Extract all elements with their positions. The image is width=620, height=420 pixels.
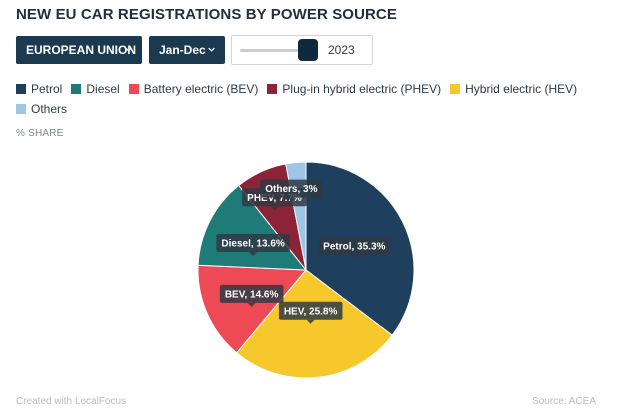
legend-swatch xyxy=(128,84,139,94)
slice-label-pointer xyxy=(350,254,359,259)
chart-legend: Petrol Diesel Battery electric (BEV) Plug-i… xyxy=(16,82,606,122)
legend-swatch xyxy=(71,84,82,94)
year-slider-track[interactable] xyxy=(240,49,316,52)
legend-label: Diesel xyxy=(86,82,120,96)
year-value: 2023 xyxy=(328,43,355,57)
slice-label-text: BEV, 14.6% xyxy=(225,289,279,300)
slice-label-box xyxy=(318,236,391,255)
year-slider-thumb[interactable] xyxy=(298,39,319,61)
legend-swatch xyxy=(16,84,26,94)
legend-item[interactable]: Hybrid electric (HEV) xyxy=(450,82,577,96)
legend-label: Plug-in hybrid electric (PHEV) xyxy=(282,82,442,96)
period-dropdown-label: Jan-Dec xyxy=(159,43,206,57)
chevron-down-icon xyxy=(208,47,215,52)
legend-swatch xyxy=(16,104,26,114)
slice-label-pointer xyxy=(270,206,279,211)
unit-label: % SHARE xyxy=(16,128,64,139)
legend-item[interactable]: Battery electric (BEV) xyxy=(128,82,259,96)
slice-label-pointer xyxy=(247,302,256,307)
legend-label: Hybrid electric (HEV) xyxy=(465,82,578,96)
slice-label-box xyxy=(219,284,284,303)
slice-label-pointer xyxy=(249,252,258,256)
chevron-down-icon xyxy=(125,47,132,52)
legend-label: Petrol xyxy=(31,82,63,96)
region-dropdown-label: EUROPEAN UNION xyxy=(26,43,137,57)
legend-item[interactable]: Petrol xyxy=(16,82,62,96)
legend-label: Others xyxy=(31,102,68,116)
slice-label: Petrol, 35.3% xyxy=(318,236,391,259)
legend-item[interactable]: Others xyxy=(16,102,67,116)
credit-text: Created with LocalFocus xyxy=(16,396,127,407)
chart-title: NEW EU CAR REGISTRATIONS BY POWER SOURCE xyxy=(16,6,397,23)
slice-label-box xyxy=(278,301,343,320)
legend-label: Battery electric (BEV) xyxy=(143,82,259,96)
slice-label: HEV, 25.8% xyxy=(278,301,343,324)
legend-swatch xyxy=(450,84,461,94)
slice-label-box xyxy=(260,179,323,198)
slice-label-text: PHEV, 7.7% xyxy=(247,193,302,204)
slice-label-box xyxy=(216,234,290,252)
year-slider[interactable]: 2023 xyxy=(231,35,373,65)
slice-label: BEV, 14.6% xyxy=(219,284,284,307)
slice-label-pointer xyxy=(287,197,296,202)
legend-swatch xyxy=(267,84,278,94)
legend-item[interactable]: Plug-in hybrid electric (PHEV) xyxy=(267,82,441,96)
region-dropdown[interactable]: EUROPEAN UNION xyxy=(16,36,142,64)
slice-label-pointer xyxy=(306,319,315,324)
pie-slice[interactable] xyxy=(235,269,393,379)
slice-label: Diesel, 13.6% xyxy=(216,234,290,256)
slice-label-text: Others, 3% xyxy=(265,184,317,195)
slice-label-text: Petrol, 35.3% xyxy=(323,241,385,252)
slice-label-text: HEV, 25.8% xyxy=(284,306,338,317)
legend-item[interactable]: Diesel xyxy=(71,82,120,96)
source-text: Source: ACEA xyxy=(532,396,596,407)
slice-label-text: Diesel, 13.6% xyxy=(221,239,284,250)
slice-label: Others, 3% xyxy=(260,179,323,202)
period-dropdown[interactable]: Jan-Dec xyxy=(149,36,225,64)
